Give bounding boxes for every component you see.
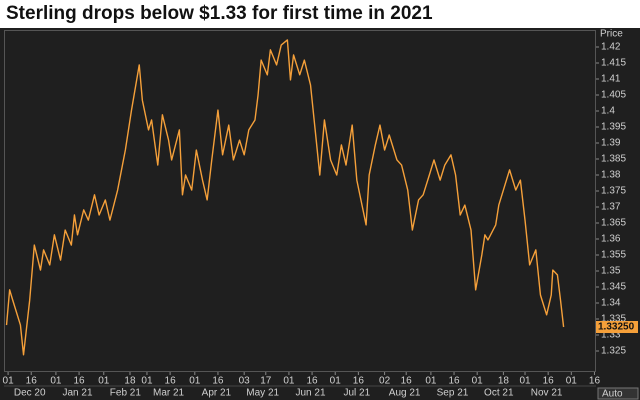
y-tick-label: 1.4 (601, 106, 615, 117)
month-label: May 21 (246, 388, 279, 399)
y-tick-label: 1.34 (601, 298, 621, 309)
x-tick-label: 16 (589, 376, 601, 387)
last-price-label: 1.33250 (598, 322, 635, 333)
x-tick-label: 01 (283, 376, 295, 387)
y-tick-label: 1.33 (601, 330, 621, 341)
auto-button[interactable] (597, 387, 639, 400)
x-tick-label: 16 (26, 376, 38, 387)
month-label: Dec 20 (14, 388, 46, 399)
x-tick-label: 16 (74, 376, 86, 387)
x-tick-label: 01 (141, 376, 153, 387)
y-tick-label: 1.38 (601, 170, 621, 181)
month-label: Mar 21 (153, 388, 185, 399)
month-label: Oct 21 (484, 388, 514, 399)
chart-title: Sterling drops below $1.33 for first tim… (6, 3, 433, 24)
x-tick-label: 01 (3, 376, 15, 387)
x-tick-label: 01 (566, 376, 578, 387)
x-tick-label: 16 (165, 376, 177, 387)
x-tick-label: 17 (260, 376, 272, 387)
y-tick-label: 1.335 (601, 314, 626, 325)
x-tick-label: 01 (425, 376, 437, 387)
x-tick-label: 01 (472, 376, 484, 387)
x-tick-label: 16 (401, 376, 413, 387)
plot-frame (4, 30, 596, 372)
chart-background (0, 28, 640, 400)
month-label: Apr 21 (202, 388, 232, 399)
x-tick-label: 18 (124, 376, 136, 387)
month-label: Jul 21 (343, 388, 370, 399)
y-axis-label: Price (600, 29, 623, 40)
month-label: Jun 21 (296, 388, 326, 399)
x-tick-label: 16 (448, 376, 460, 387)
y-tick-label: 1.415 (601, 58, 626, 69)
month-label: Nov 21 (531, 388, 563, 399)
y-tick-label: 1.39 (601, 138, 621, 149)
y-tick-label: 1.35 (601, 266, 621, 277)
month-label: Jan 21 (63, 388, 93, 399)
x-tick-label: 02 (379, 376, 391, 387)
x-tick-label: 01 (519, 376, 531, 387)
month-label: Aug 21 (389, 388, 421, 399)
x-tick-label: 16 (543, 376, 555, 387)
x-tick-label: 16 (212, 376, 224, 387)
last-price-box (596, 321, 638, 333)
x-tick-label: 01 (50, 376, 62, 387)
y-tick-label: 1.385 (601, 154, 626, 165)
y-tick-label: 1.42 (601, 42, 621, 53)
x-tick-label: 01 (330, 376, 342, 387)
x-tick-label: 01 (189, 376, 201, 387)
y-tick-label: 1.405 (601, 90, 626, 101)
y-tick-label: 1.36 (601, 234, 621, 245)
y-tick-label: 1.325 (601, 346, 626, 357)
month-label: Sep 21 (437, 388, 469, 399)
x-tick-label: 18 (498, 376, 510, 387)
auto-button-label[interactable]: Auto (602, 389, 623, 400)
y-tick-label: 1.395 (601, 122, 626, 133)
month-label: Feb 21 (110, 388, 142, 399)
y-tick-label: 1.365 (601, 218, 626, 229)
price-line (5, 39, 565, 356)
x-tick-label: 01 (98, 376, 110, 387)
y-tick-label: 1.41 (601, 74, 621, 85)
y-tick-label: 1.355 (601, 250, 626, 261)
y-tick-label: 1.37 (601, 202, 621, 213)
x-tick-label: 03 (239, 376, 251, 387)
y-tick-label: 1.375 (601, 186, 626, 197)
y-tick-label: 1.345 (601, 282, 626, 293)
x-tick-label: 16 (353, 376, 365, 387)
x-tick-label: 16 (307, 376, 319, 387)
